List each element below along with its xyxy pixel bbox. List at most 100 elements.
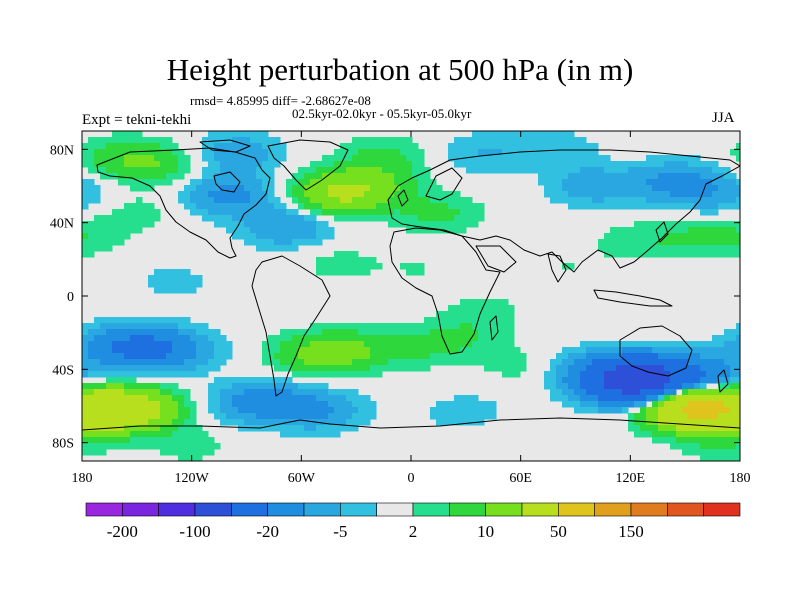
- heat-cell: [124, 179, 131, 186]
- heat-cell: [646, 353, 653, 360]
- heat-cell: [412, 359, 419, 366]
- heat-cell: [682, 233, 689, 240]
- heat-cell: [250, 155, 257, 162]
- heat-cell: [196, 335, 203, 342]
- heat-cell: [682, 443, 689, 450]
- heat-cell: [448, 407, 455, 414]
- heat-cell: [358, 419, 365, 426]
- heat-cell: [616, 245, 623, 252]
- heat-cell: [154, 353, 161, 360]
- heat-cell: [478, 203, 485, 210]
- heat-cell: [496, 161, 503, 168]
- heat-cell: [568, 161, 575, 168]
- heat-cell: [280, 335, 287, 342]
- heat-cell: [700, 359, 707, 366]
- heat-cell: [502, 323, 509, 330]
- heat-cell: [664, 197, 671, 204]
- heat-cell: [682, 359, 689, 366]
- heat-cell: [184, 323, 191, 330]
- heat-cell: [382, 347, 389, 354]
- heat-cell: [136, 407, 143, 414]
- heat-cell: [280, 203, 287, 210]
- heat-cell: [466, 215, 473, 222]
- heat-cell: [562, 365, 569, 372]
- heat-cell: [568, 371, 575, 378]
- heat-cell: [658, 161, 665, 168]
- heat-cell: [562, 353, 569, 360]
- heat-cell: [172, 365, 179, 372]
- heat-cell: [646, 431, 653, 438]
- heat-cell: [112, 389, 119, 396]
- heat-cell: [100, 167, 107, 174]
- heat-cell: [562, 137, 569, 144]
- heat-cell: [730, 191, 737, 198]
- heat-cell: [106, 431, 113, 438]
- heat-cell: [490, 341, 497, 348]
- heat-cell: [682, 347, 689, 354]
- heat-cell: [160, 173, 167, 180]
- heat-cell: [454, 413, 461, 420]
- heat-cell: [412, 335, 419, 342]
- heat-cell: [340, 149, 347, 156]
- heat-cell: [124, 149, 131, 156]
- heat-cell: [298, 347, 305, 354]
- heat-cell: [466, 143, 473, 150]
- heat-cell: [688, 383, 695, 390]
- heat-cell: [388, 173, 395, 180]
- heat-cell: [130, 137, 137, 144]
- heat-cell: [112, 431, 119, 438]
- heat-cell: [88, 371, 95, 378]
- heat-cell: [682, 179, 689, 186]
- heat-cell: [664, 221, 671, 228]
- heat-cell: [676, 359, 683, 366]
- heat-cell: [142, 443, 149, 450]
- heat-cell: [94, 233, 101, 240]
- heat-cell: [472, 359, 479, 366]
- heat-cell: [646, 167, 653, 174]
- heat-cell: [640, 383, 647, 390]
- heat-cell: [616, 395, 623, 402]
- heat-cell: [622, 239, 629, 246]
- heat-cell: [652, 221, 659, 228]
- heat-cell: [700, 185, 707, 192]
- heat-cell: [124, 131, 131, 138]
- heat-cell: [88, 365, 95, 372]
- heat-cell: [724, 455, 731, 461]
- heat-cell: [658, 251, 665, 258]
- heat-cell: [574, 407, 581, 414]
- heat-cell: [736, 395, 740, 402]
- heat-cell: [724, 173, 731, 180]
- heat-cell: [460, 335, 467, 342]
- heat-cell: [292, 179, 299, 186]
- heat-cell: [598, 353, 605, 360]
- heat-cell: [664, 419, 671, 426]
- heat-cell: [460, 197, 467, 204]
- heat-cell: [508, 335, 515, 342]
- heat-cell: [124, 413, 131, 420]
- heat-cell: [184, 425, 191, 432]
- heat-cell: [100, 233, 107, 240]
- heat-cell: [274, 395, 281, 402]
- heat-cell: [466, 323, 473, 330]
- heat-cell: [394, 191, 401, 198]
- heat-cell: [712, 371, 719, 378]
- heat-cell: [118, 227, 125, 234]
- heat-cell: [736, 449, 740, 456]
- heat-cell: [682, 407, 689, 414]
- heat-cell: [166, 281, 173, 288]
- heat-cell: [118, 383, 125, 390]
- heat-cell: [232, 221, 239, 228]
- heat-cell: [142, 317, 149, 324]
- heat-cell: [172, 371, 179, 378]
- heat-cell: [682, 353, 689, 360]
- heat-cell: [442, 419, 449, 426]
- heat-cell: [328, 365, 335, 372]
- heat-cell: [496, 131, 503, 138]
- heat-cell: [88, 401, 95, 408]
- heat-cell: [676, 371, 683, 378]
- heat-cell: [142, 161, 149, 168]
- heat-cell: [712, 377, 719, 384]
- heat-cell: [112, 341, 119, 348]
- heat-cell: [484, 155, 491, 162]
- heat-cell: [244, 389, 251, 396]
